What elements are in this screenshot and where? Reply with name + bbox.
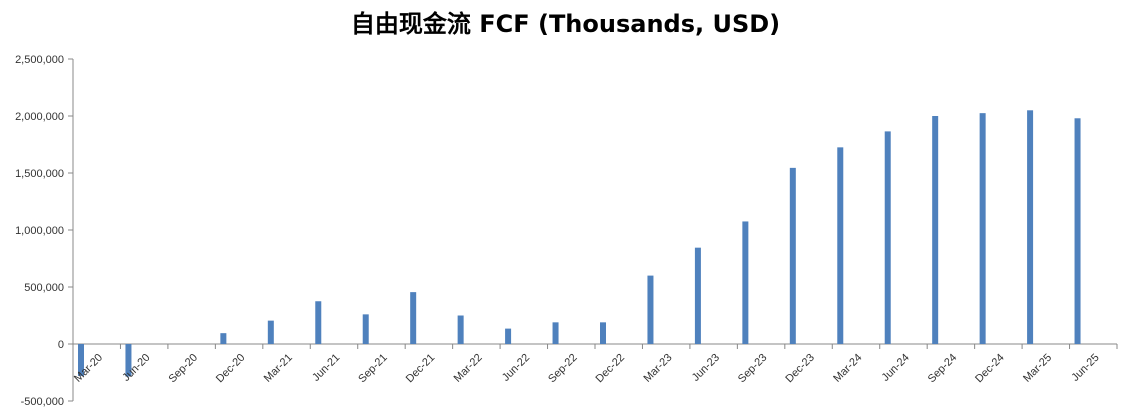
- bar: [694, 247, 701, 344]
- bar: [837, 147, 844, 344]
- x-tick-label: Sep-23: [736, 352, 770, 386]
- y-tick-label: 0: [58, 339, 64, 351]
- bar: [457, 315, 464, 344]
- bar: [647, 275, 654, 344]
- bar: [1027, 110, 1034, 344]
- bar: [125, 344, 132, 377]
- bar: [267, 320, 274, 344]
- x-tick-label: Mar-24: [831, 352, 864, 385]
- bar: [552, 322, 559, 344]
- x-tick-label: Dec-23: [783, 352, 817, 386]
- x-tick-label: Dec-20: [214, 352, 248, 386]
- x-tick-label: Mar-20: [72, 352, 105, 385]
- bar: [505, 328, 512, 344]
- labels: -500,000 0 500,000 1,000,000 1,500,000 2,000,…: [15, 54, 1102, 408]
- x-tick-label: Jun-22: [500, 352, 532, 384]
- bar: [600, 322, 606, 344]
- bar: [1074, 118, 1081, 344]
- bar: [362, 314, 369, 344]
- y-tick-label: -500,000: [21, 396, 64, 408]
- chart-title: 自由现金流 FCF (Thousands, USD): [350, 10, 781, 38]
- y-tick-label: 500,000: [24, 282, 64, 294]
- bar: [220, 333, 227, 344]
- x-tick-label: Sep-21: [356, 352, 390, 386]
- x-tick-label: Jun-24: [880, 352, 912, 384]
- x-tick-label: Dec-21: [404, 352, 438, 386]
- axes: [68, 58, 1118, 402]
- bar: [78, 344, 84, 376]
- y-tick-label: 2,500,000: [15, 54, 64, 66]
- x-tick-label: Jun-25: [1069, 352, 1101, 384]
- bar: [742, 221, 749, 344]
- x-tick-label: Mar-23: [641, 352, 674, 385]
- x-tick-label: Dec-24: [973, 352, 1007, 386]
- x-tick-label: Mar-25: [1021, 352, 1054, 385]
- x-tick-label: Mar-21: [262, 352, 295, 385]
- y-tick-label: 2,000,000: [15, 111, 64, 123]
- bar: [315, 301, 322, 344]
- x-tick-label: Jun-20: [120, 352, 152, 384]
- bar: [789, 167, 796, 344]
- x-tick-label: Jun-21: [310, 352, 342, 384]
- x-tick-label: Dec-22: [594, 352, 628, 386]
- bar: [932, 116, 939, 344]
- y-tick-label: 1,000,000: [15, 225, 64, 237]
- x-tick-label: Mar-22: [452, 352, 485, 385]
- y-tick-label: 1,500,000: [15, 168, 64, 180]
- x-tick-label: Sep-20: [166, 352, 200, 386]
- bar: [979, 113, 986, 345]
- x-tick-label: Sep-24: [926, 352, 960, 386]
- bars: [78, 110, 1081, 377]
- bar: [884, 131, 891, 344]
- bar: [410, 292, 417, 344]
- x-tick-label: Sep-22: [546, 352, 580, 386]
- x-tick-label: Jun-23: [690, 352, 722, 384]
